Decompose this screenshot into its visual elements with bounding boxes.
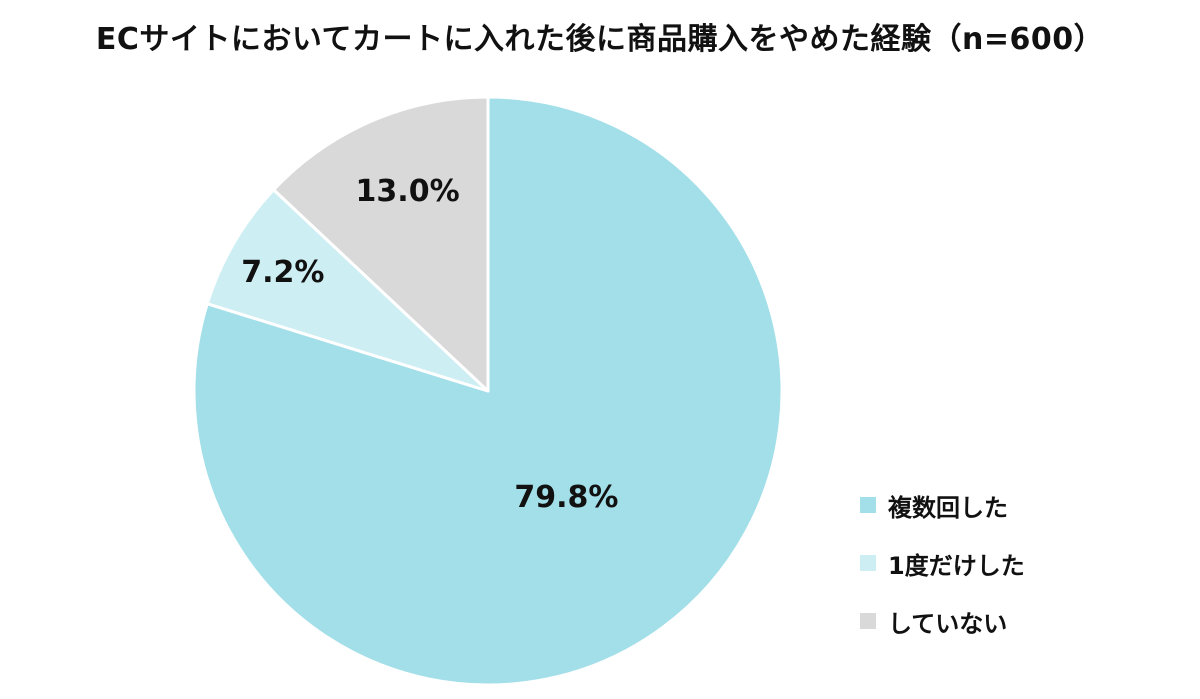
legend: 複数回した 1度だけした していない <box>860 490 1160 664</box>
legend-label-never: していない <box>888 609 1008 638</box>
slice-once <box>205 188 490 393</box>
legend-item-multiple: 複数回した <box>860 490 1160 522</box>
legend-swatch-once <box>860 555 876 571</box>
legend-swatch-never <box>860 613 876 629</box>
slice-label-never: 13.0% <box>356 174 460 209</box>
slice-never <box>272 95 490 393</box>
legend-item-never: していない <box>860 606 1160 638</box>
chart-title: ECサイトにおいてカートに入れた後に商品購入をやめた経験（n=600） <box>95 22 1105 57</box>
legend-item-once: 1度だけした <box>860 548 1160 580</box>
legend-label-once: 1度だけした <box>888 551 1025 580</box>
legend-swatch-multiple <box>860 497 876 513</box>
slice-label-multiple: 79.8% <box>514 480 618 515</box>
slice-label-once: 7.2% <box>241 255 324 290</box>
legend-label-multiple: 複数回した <box>888 493 1008 522</box>
